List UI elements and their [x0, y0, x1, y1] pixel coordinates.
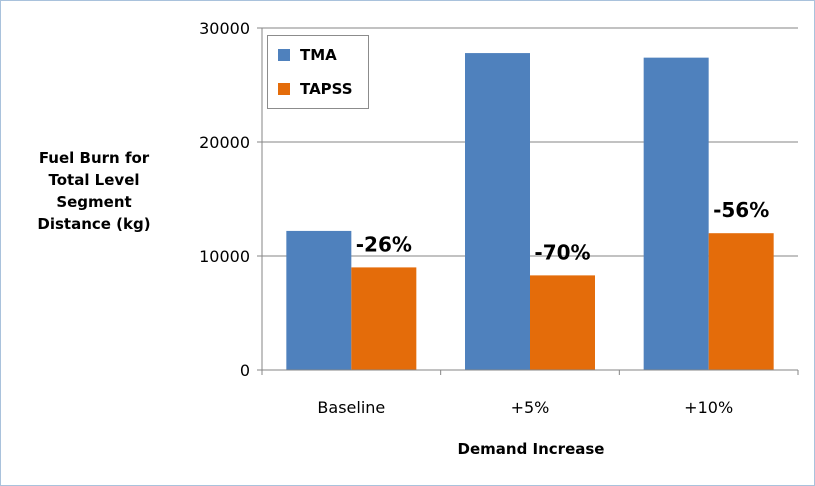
- bar-tapss: [530, 275, 595, 370]
- legend-swatch-tma: [278, 49, 290, 61]
- data-label: -26%: [356, 232, 412, 256]
- legend-label-tma: TMA: [300, 46, 337, 64]
- y-axis-title-line: Distance (kg): [37, 215, 151, 233]
- data-label: -56%: [713, 198, 769, 222]
- y-axis-title-line: Fuel Burn for: [38, 149, 150, 167]
- bar-tma: [465, 53, 530, 371]
- legend: TMA TAPSS: [267, 35, 369, 109]
- legend-label-tapss: TAPSS: [300, 80, 353, 98]
- legend-swatch-tapss: [278, 83, 290, 95]
- y-tick-label: 10000: [199, 247, 250, 266]
- bar-tma: [286, 230, 352, 370]
- y-tick-label: 30000: [199, 19, 250, 38]
- bar-tapss: [351, 267, 417, 370]
- data-label: -70%: [534, 240, 590, 264]
- y-axis-title-line: Total Level: [48, 171, 140, 189]
- y-tick-label: 20000: [199, 133, 250, 152]
- x-tick-label: Baseline: [317, 398, 385, 417]
- bar-tma: [643, 57, 709, 370]
- y-axis-title: Fuel Burn for Total Level Segment Distan…: [15, 147, 173, 235]
- y-axis-title-line: Segment: [56, 193, 132, 211]
- x-axis-title: Demand Increase: [457, 440, 605, 458]
- y-tick-label: 0: [240, 361, 250, 380]
- bar-tapss: [708, 233, 774, 370]
- x-tick-label: +10%: [684, 398, 733, 417]
- x-tick-label: +5%: [511, 398, 550, 417]
